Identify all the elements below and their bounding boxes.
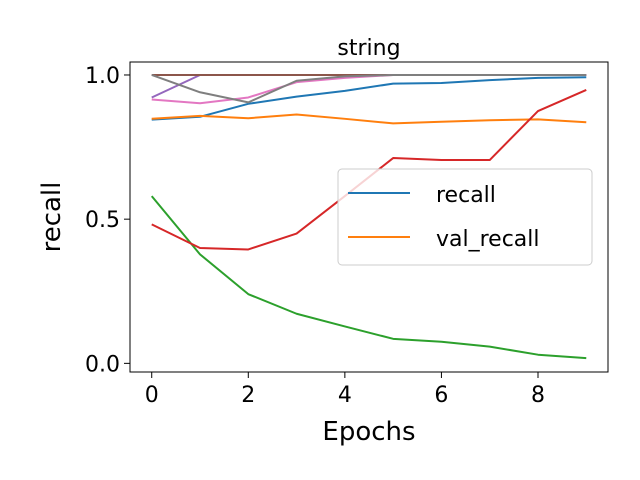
x-tick-label: 8 bbox=[531, 383, 545, 408]
legend: recall val_recall bbox=[337, 168, 593, 266]
series-line-recall bbox=[151, 76, 587, 121]
y-tick-label: 0.5 bbox=[85, 208, 120, 233]
y-axis-label: recall bbox=[37, 182, 67, 253]
x-tick-label: 4 bbox=[338, 383, 352, 408]
x-axis-label: Epochs bbox=[322, 417, 415, 447]
y-axis: 0.0 0.5 1.0 bbox=[85, 64, 130, 377]
legend-label-recall: recall bbox=[436, 183, 496, 208]
chart-title: string bbox=[337, 36, 400, 61]
x-axis: 0 2 4 6 8 bbox=[145, 372, 545, 408]
series-line-8 bbox=[151, 73, 587, 104]
series-line-3 bbox=[150, 195, 587, 360]
plot-frame bbox=[129, 61, 609, 373]
y-tick-label: 0.0 bbox=[85, 352, 120, 377]
x-tick-label: 6 bbox=[434, 383, 448, 408]
y-tick-label: 1.0 bbox=[85, 64, 120, 89]
x-tick-label: 2 bbox=[241, 383, 255, 408]
legend-label-val-recall: val_recall bbox=[436, 227, 540, 252]
series-line-val-recall bbox=[151, 113, 587, 125]
x-tick-label: 0 bbox=[145, 383, 159, 408]
